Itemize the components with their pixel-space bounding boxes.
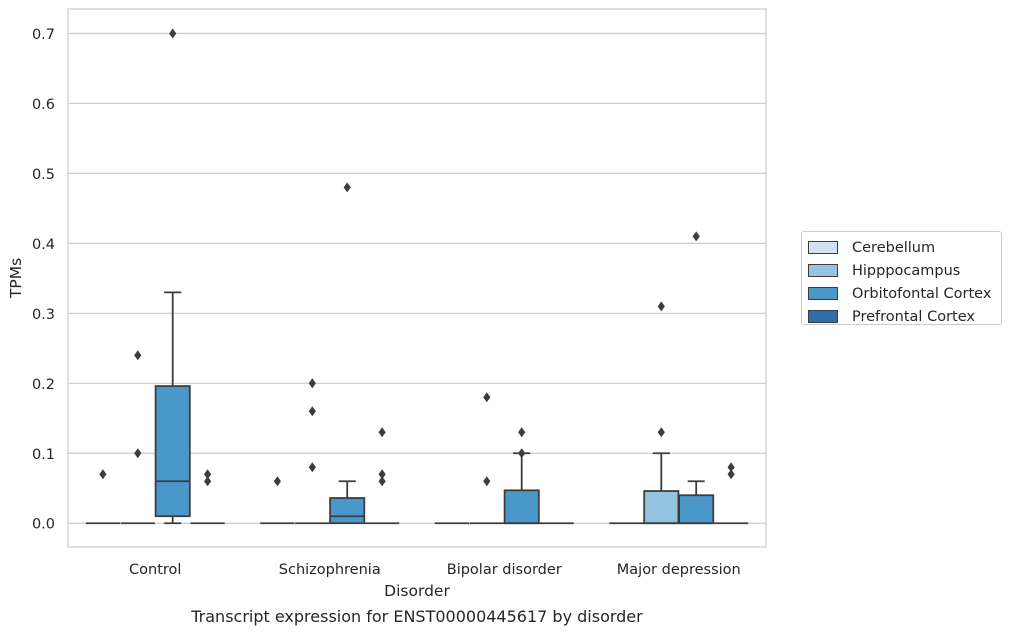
y-axis-label: TPMs [7,258,25,299]
legend-item-prefrontal-cortex: Prefrontal Cortex [808,305,1001,328]
y-tick-label: 0.1 [32,447,55,463]
box-1-0 [120,350,155,525]
outlier-point [308,406,316,417]
box-body [503,489,540,525]
outlier-point [657,301,665,312]
y-tick-label: 0.3 [32,307,55,323]
box-3-0 [190,469,225,525]
x-tick-label: Schizophrenia [279,562,381,578]
outlier-point [378,469,386,480]
legend-label: Orbitofontal Cortex [852,285,992,302]
outlier-point [99,469,107,480]
box-2-2 [503,427,540,525]
outlier-point [134,350,142,361]
chart-title: Transcript expression for ENST0000044561… [190,607,643,626]
box-body [329,497,366,525]
box-series [85,28,749,525]
outlier-point [273,476,281,487]
outlier-point [378,476,386,487]
x-tick-label: Control [129,562,181,578]
outlier-point [134,448,142,459]
y-tick-label: 0.4 [32,237,55,253]
outlier-point [343,182,351,193]
outlier-point [169,28,177,39]
legend-swatch [808,241,838,254]
legend-label: Cerebellum [852,239,936,256]
box-0-1 [260,476,295,525]
x-tick-label: Bipolar disorder [447,562,562,578]
legend-swatch [808,287,838,300]
y-tick-label: 0.5 [32,167,55,183]
outlier-point [378,427,386,438]
x-tick-label: Major depression [617,562,741,578]
legend-item-cerebellum: Cerebellum [808,236,1001,259]
outlier-point [483,476,491,487]
y-tick-label: 0.7 [32,27,55,43]
legend-label: Prefrontal Cortex [852,308,975,325]
y-tick-label: 0.0 [32,517,55,533]
box-3-1 [364,427,400,525]
box-body [678,494,715,525]
x-axis-label: Disorder [384,582,450,600]
box-body [643,490,680,525]
box-2-0 [154,28,191,525]
box-1-1 [295,378,330,525]
y-tick-label: 0.6 [32,97,55,113]
legend-swatch [808,310,838,323]
box-2-1 [329,182,366,525]
outlier-point [308,378,316,389]
box-1-3 [643,301,680,525]
outlier-point [204,469,212,480]
x-tick-labels: Control Schizophrenia Bipolar disorder Majo… [129,562,741,578]
legend-label: Hipppocampus [852,262,961,279]
box-2-3 [678,231,715,525]
legend-item-orbitofrontal-cortex: Orbitofontal Cortex [808,282,1001,305]
legend: Cerebellum Hipppocampus Orbitofontal Cor… [801,231,1002,325]
box-3-3 [713,462,749,525]
box-0-0 [85,469,121,525]
outlier-point [518,448,526,459]
outlier-point [727,462,735,473]
outlier-point [483,392,491,403]
y-tick-labels: 0.0 0.1 0.2 0.3 0.4 0.5 0.6 0.7 [32,27,55,533]
legend-swatch [808,264,838,277]
outlier-point [657,427,665,438]
y-tick-label: 0.2 [32,377,55,393]
outlier-point [518,427,526,438]
outlier-point [204,476,212,487]
outlier-point [308,462,316,473]
box-body [154,385,191,518]
box-1-2 [469,392,504,525]
outlier-point [727,469,735,480]
legend-item-hippocampus: Hipppocampus [808,259,1001,282]
outlier-point [692,231,700,242]
